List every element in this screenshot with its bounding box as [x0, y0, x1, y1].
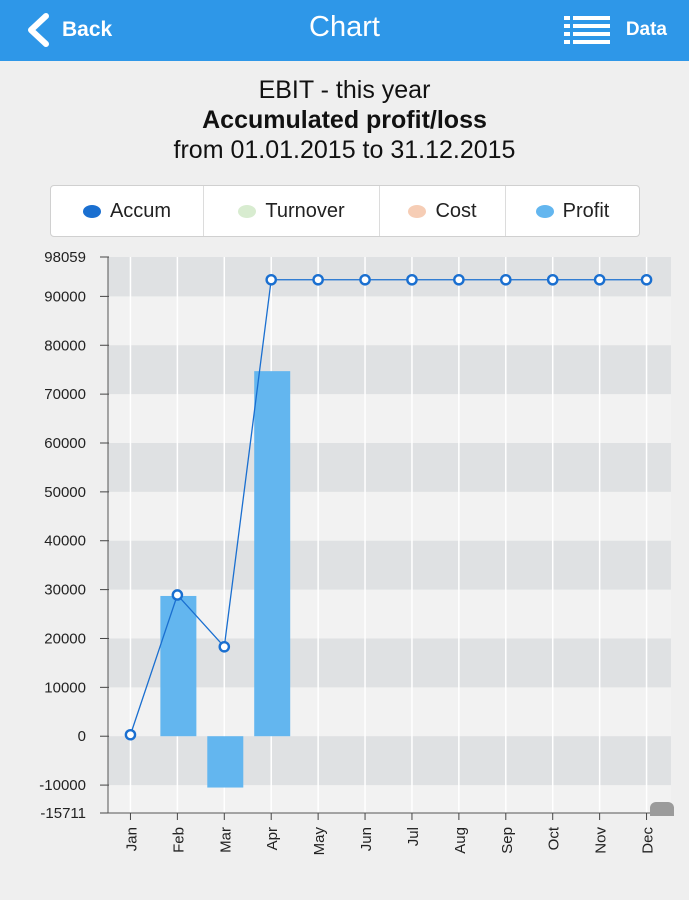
accum-point [124, 728, 137, 741]
x-tick-label: Jan [123, 827, 140, 851]
y-tick-label: -10000 [39, 777, 86, 794]
profit-bar [207, 736, 244, 788]
x-tick-label: Nov [593, 827, 610, 854]
chart-legend: Accum Turnover Cost Profit [50, 185, 640, 237]
page-title: Chart [309, 11, 380, 43]
accum-swatch [82, 204, 101, 218]
accum-point [406, 273, 418, 286]
y-tick-label: 0 [78, 728, 86, 745]
grid-band [108, 638, 671, 688]
profit-bar [254, 371, 291, 737]
x-tick-label: Jun [358, 827, 375, 851]
back-button-label: Back [62, 18, 113, 41]
cost-swatch [408, 204, 427, 218]
accum-point [593, 273, 606, 286]
x-tick-label: Sep [499, 827, 516, 854]
grid-band [108, 257, 671, 297]
x-tick-label: Mar [217, 827, 234, 853]
grid-band [108, 540, 671, 590]
accum-point [546, 273, 559, 286]
accum-point [499, 273, 512, 286]
navigation-bar: Back Chart Data [0, 0, 689, 61]
chart-scroll-handle[interactable] [650, 802, 674, 816]
x-tick-label: Dec [640, 827, 657, 854]
y-tick-label: 40000 [44, 533, 86, 550]
back-button[interactable]: Back [24, 10, 112, 50]
x-tick-label: Jul [405, 827, 422, 846]
chart-title: Accumulated profit/loss [202, 106, 487, 134]
y-tick-label: 70000 [44, 386, 86, 403]
legend-item-accum[interactable]: Accum [51, 186, 204, 236]
legend-label: Profit [562, 199, 610, 222]
legend-label: Turnover [265, 199, 345, 222]
legend-item-turnover[interactable]: Turnover [204, 186, 380, 236]
y-tick-label: 10000 [44, 679, 86, 696]
accum-point [265, 273, 278, 286]
y-tick-label: 20000 [44, 630, 86, 647]
accum-point [359, 273, 371, 286]
legend-label: Cost [435, 199, 477, 222]
y-tick-label: 30000 [44, 582, 86, 599]
grid-band [108, 345, 671, 395]
x-tick-label: Feb [170, 827, 187, 853]
y-tick-label: 80000 [44, 337, 86, 354]
x-tick-label: Aug [452, 827, 469, 854]
legend-item-profit[interactable]: Profit [506, 186, 639, 236]
chart-subtitle: EBIT - this year [258, 76, 431, 104]
data-button-label: Data [625, 19, 667, 40]
grid-band [108, 736, 671, 786]
list-icon [563, 16, 610, 44]
accum-point [453, 273, 465, 286]
turnover-swatch [238, 204, 257, 218]
chart: 98059 90000 80000 70000 60000 50000 40000 30000… [39, 249, 671, 856]
x-tick-label: May [311, 827, 328, 856]
y-tick-label: 98059 [44, 249, 86, 266]
x-tick-label: Oct [546, 826, 563, 850]
legend-label: Accum [109, 199, 172, 222]
accum-point [218, 640, 231, 653]
y-tick-label: 90000 [44, 288, 86, 305]
y-tick-label: 60000 [44, 435, 86, 452]
profit-bar [160, 595, 197, 737]
profit-swatch [535, 204, 554, 218]
y-tick-label: 50000 [44, 484, 86, 501]
x-tick-label: Apr [264, 827, 281, 850]
accum-point [640, 273, 653, 286]
accum-line [129, 279, 647, 735]
chevron-left-icon [28, 13, 49, 47]
y-tick-label: -15711 [40, 805, 86, 822]
chart-header: EBIT - this year Accumulated profit/loss… [0, 75, 689, 165]
legend-item-cost[interactable]: Cost [380, 186, 506, 236]
data-button[interactable]: Data [563, 12, 667, 48]
accum-point [312, 273, 324, 286]
accum-point [171, 589, 184, 601]
grid-band [108, 442, 671, 492]
date-range: from 01.01.2015 to 31.12.2015 [173, 136, 516, 164]
